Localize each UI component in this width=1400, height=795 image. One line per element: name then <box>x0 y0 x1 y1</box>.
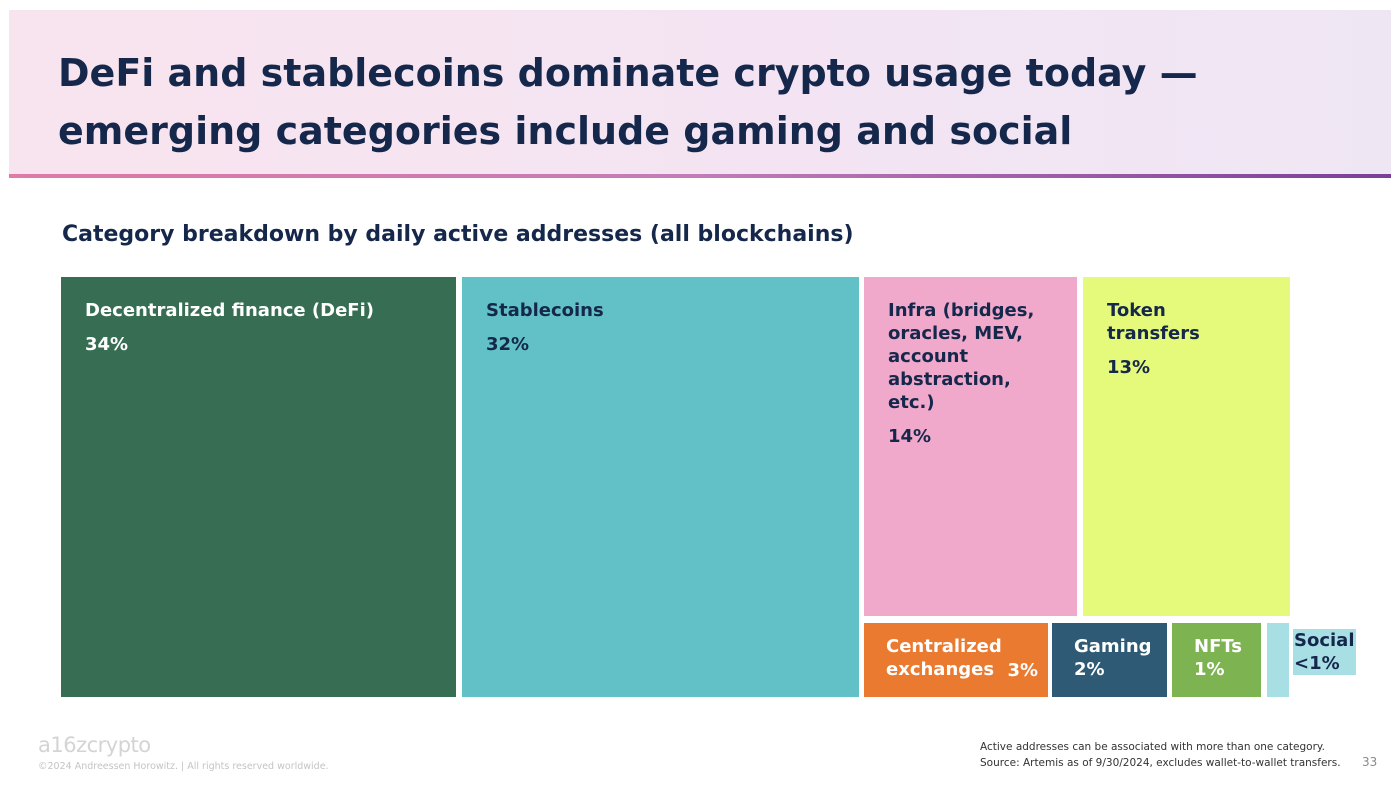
treemap-cell-social <box>1267 623 1289 697</box>
treemap-name: Token transfers <box>1107 300 1200 344</box>
treemap-name: NFTs <box>1194 636 1242 657</box>
footnote-line-1: Active addresses can be associated with … <box>980 741 1325 753</box>
treemap-label: Decentralized finance (DeFi) 34% <box>85 299 442 356</box>
treemap-cell-stablecoins: Stablecoins 32% <box>462 277 859 697</box>
treemap-value: 2% <box>1074 659 1105 680</box>
page-title: DeFi and stablecoins dominate crypto usa… <box>58 51 1198 153</box>
treemap-value: 1% <box>1194 659 1225 680</box>
treemap-label: Token transfers 13% <box>1107 299 1276 379</box>
page-number: 33 <box>1362 755 1378 769</box>
treemap-label: Centralized exchanges <box>886 635 1040 681</box>
treemap-name: Stablecoins <box>486 300 604 321</box>
source-footnote: Active addresses can be associated with … <box>980 739 1341 771</box>
treemap-name: Decentralized finance (DeFi) <box>85 300 374 321</box>
treemap-value: <1% <box>1294 653 1340 674</box>
header-divider <box>9 174 1391 178</box>
treemap-name: Social <box>1294 630 1355 651</box>
treemap-label-social: Social <1% <box>1293 629 1356 675</box>
treemap-name: Infra (bridges, oracles, MEV, account ab… <box>888 300 1035 413</box>
treemap-cell-decentralized-finance-defi: Decentralized finance (DeFi) 34% <box>61 277 456 697</box>
treemap-label: Infra (bridges, oracles, MEV, account ab… <box>888 299 1063 448</box>
treemap-label: Gaming 2% <box>1074 635 1159 681</box>
treemap-label: Stablecoins 32% <box>486 299 845 356</box>
treemap-value: 3% <box>1007 660 1038 681</box>
treemap-cell-nfts: NFTs 1% <box>1172 623 1261 697</box>
treemap-value: 32% <box>486 334 530 355</box>
treemap-cell-token-transfers: Token transfers 13% <box>1083 277 1290 616</box>
copyright-text: ©2024 Andreessen Horowitz. | All rights … <box>38 761 329 772</box>
treemap-name: Gaming <box>1074 636 1152 657</box>
treemap-label: NFTs 1% <box>1194 635 1253 681</box>
footnote-line-2: Source: Artemis as of 9/30/2024, exclude… <box>980 757 1341 769</box>
treemap-cell-infra-bridges-oracles-mev-account-abstraction-etc: Infra (bridges, oracles, MEV, account ab… <box>864 277 1077 616</box>
treemap-cell-centralized-exchanges: Centralized exchanges 3% <box>864 623 1048 697</box>
chart-title: Category breakdown by daily active addre… <box>62 222 854 247</box>
a16zcrypto-logo: a16zcrypto <box>38 733 151 757</box>
treemap-value: 34% <box>85 334 129 355</box>
header-banner <box>9 10 1391 174</box>
treemap-name: Centralized exchanges <box>886 636 1002 680</box>
treemap-cell-gaming: Gaming 2% <box>1052 623 1167 697</box>
treemap-value: 13% <box>1107 357 1151 378</box>
treemap-value: 14% <box>888 426 932 447</box>
